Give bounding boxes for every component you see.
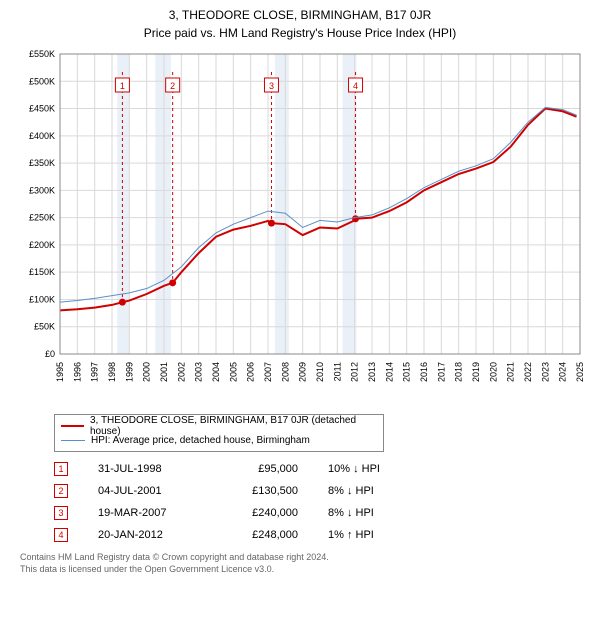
x-tick-label: 2024 (558, 362, 568, 382)
x-tick-label: 2004 (211, 362, 221, 382)
sale-row-delta: 1% ↑ HPI (328, 529, 408, 541)
sales-row: 2 04-JUL-2001 £130,500 8% ↓ HPI (54, 480, 580, 502)
x-tick-label: 2021 (506, 362, 516, 382)
shaded-band (117, 54, 129, 354)
sale-marker-number: 1 (120, 81, 125, 91)
y-tick-label: £150K (29, 267, 55, 277)
footer-line-2: This data is licensed under the Open Gov… (20, 564, 580, 576)
y-tick-label: £500K (29, 76, 55, 86)
x-tick-label: 2008 (280, 362, 290, 382)
x-tick-label: 2012 (350, 362, 360, 382)
sale-row-price: £130,500 (228, 485, 298, 497)
sales-row: 3 19-MAR-2007 £240,000 8% ↓ HPI (54, 502, 580, 524)
x-tick-label: 2002 (176, 362, 186, 382)
x-tick-label: 1995 (55, 362, 65, 382)
footer-line-1: Contains HM Land Registry data © Crown c… (20, 552, 580, 564)
y-tick-label: £0 (45, 349, 55, 359)
x-tick-label: 2019 (471, 362, 481, 382)
x-tick-label: 2011 (332, 362, 342, 381)
legend-label: HPI: Average price, detached house, Birm… (91, 435, 310, 446)
shaded-band (155, 54, 171, 354)
x-tick-label: 2003 (194, 362, 204, 382)
shaded-band (275, 54, 289, 354)
x-tick-label: 2009 (298, 362, 308, 382)
footer-attribution: Contains HM Land Registry data © Crown c… (20, 552, 580, 575)
sale-row-marker: 3 (54, 506, 68, 520)
sales-row: 1 31-JUL-1998 £95,000 10% ↓ HPI (54, 458, 580, 480)
y-tick-label: £550K (29, 49, 55, 59)
y-tick-label: £350K (29, 158, 55, 168)
y-tick-label: £200K (29, 240, 55, 250)
y-tick-label: £250K (29, 213, 55, 223)
legend-item: 3, THEODORE CLOSE, BIRMINGHAM, B17 0JR (… (61, 419, 377, 433)
x-tick-label: 2016 (419, 362, 429, 382)
x-tick-label: 2022 (523, 362, 533, 382)
x-tick-label: 2018 (454, 362, 464, 382)
sale-row-date: 31-JUL-1998 (98, 463, 198, 475)
y-tick-label: £450K (29, 104, 55, 114)
x-tick-label: 2015 (402, 362, 412, 382)
sale-row-price: £240,000 (228, 507, 298, 519)
x-tick-label: 2007 (263, 362, 273, 382)
sale-row-delta: 10% ↓ HPI (328, 463, 408, 475)
x-tick-label: 1999 (124, 362, 134, 382)
sale-row-date: 04-JUL-2001 (98, 485, 198, 497)
x-tick-label: 2023 (540, 362, 550, 382)
sale-row-price: £95,000 (228, 463, 298, 475)
chart-title-sub: Price paid vs. HM Land Registry's House … (10, 26, 590, 40)
legend-swatch (61, 425, 84, 427)
sale-row-date: 20-JAN-2012 (98, 529, 198, 541)
y-tick-label: £50K (34, 322, 55, 332)
legend: 3, THEODORE CLOSE, BIRMINGHAM, B17 0JR (… (54, 414, 384, 452)
chart-svg: £0 £50K £100K £150K £200K £250K £300K £350K £400… (10, 48, 590, 408)
sales-table: 1 31-JUL-1998 £95,000 10% ↓ HPI 2 04-JUL-2001… (54, 458, 580, 546)
sale-row-delta: 8% ↓ HPI (328, 485, 408, 497)
sale-row-date: 19-MAR-2007 (98, 507, 198, 519)
sale-marker-number: 4 (353, 81, 358, 91)
x-tick-label: 2005 (228, 362, 238, 382)
sale-marker-number: 3 (269, 81, 274, 91)
sales-row: 4 20-JAN-2012 £248,000 1% ↑ HPI (54, 524, 580, 546)
x-tick-label: 2001 (159, 362, 169, 382)
sale-row-price: £248,000 (228, 529, 298, 541)
x-tick-label: 2006 (246, 362, 256, 382)
x-tick-label: 2025 (575, 362, 585, 382)
chart-title-main: 3, THEODORE CLOSE, BIRMINGHAM, B17 0JR (10, 8, 590, 22)
x-tick-label: 2010 (315, 362, 325, 382)
x-tick-label: 1996 (72, 362, 82, 382)
x-tick-label: 1998 (107, 362, 117, 382)
legend-swatch (61, 440, 85, 441)
chart-area: £0 £50K £100K £150K £200K £250K £300K £350K £400… (10, 48, 590, 408)
y-tick-label: £300K (29, 185, 55, 195)
x-tick-label: 2013 (367, 362, 377, 382)
sale-marker-number: 2 (170, 81, 175, 91)
x-tick-label: 2014 (384, 362, 394, 382)
x-tick-label: 1997 (90, 362, 100, 382)
sale-row-marker: 2 (54, 484, 68, 498)
x-tick-label: 2020 (488, 362, 498, 382)
x-tick-label: 2000 (142, 362, 152, 382)
sale-row-marker: 1 (54, 462, 68, 476)
y-tick-label: £100K (29, 294, 55, 304)
sale-row-delta: 8% ↓ HPI (328, 507, 408, 519)
y-tick-label: £400K (29, 131, 55, 141)
x-tick-label: 2017 (436, 362, 446, 382)
sale-row-marker: 4 (54, 528, 68, 542)
